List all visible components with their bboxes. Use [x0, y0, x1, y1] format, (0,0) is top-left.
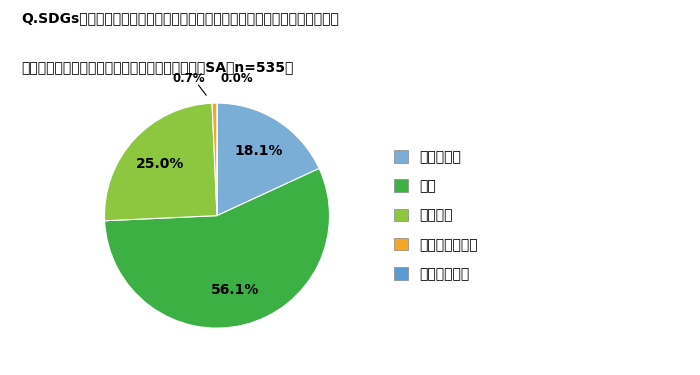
Wedge shape	[217, 103, 319, 216]
Text: Q.SDGsについて、簡単に貢献できることがあれば「自分でもやってみたい」: Q.SDGsについて、簡単に貢献できることがあれば「自分でもやってみたい」	[21, 11, 339, 25]
Legend: 非常に思う, 思う, 少し思う, あまり思わない, 全く思わない: 非常に思う, 思う, 少し思う, あまり思わない, 全く思わない	[387, 143, 484, 288]
Text: 0.7%: 0.7%	[173, 72, 205, 85]
Wedge shape	[104, 168, 330, 328]
Text: 「できたらいいな」と思うことはありますか？（SA・n=535）: 「できたらいいな」と思うことはありますか？（SA・n=535）	[21, 60, 293, 74]
Wedge shape	[212, 103, 217, 216]
Wedge shape	[104, 103, 217, 221]
Text: 25.0%: 25.0%	[136, 157, 185, 171]
Text: 18.1%: 18.1%	[234, 144, 283, 158]
Text: 56.1%: 56.1%	[211, 283, 259, 297]
Text: 0.0%: 0.0%	[221, 72, 253, 85]
